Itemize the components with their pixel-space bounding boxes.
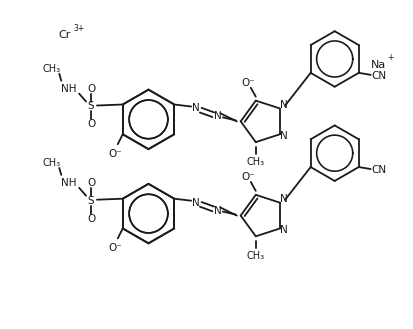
Text: N: N xyxy=(280,194,287,204)
Text: CH₃: CH₃ xyxy=(42,158,60,168)
Text: N: N xyxy=(280,131,287,141)
Text: CH₃: CH₃ xyxy=(246,157,264,167)
Text: NH: NH xyxy=(61,178,77,188)
Text: S: S xyxy=(88,101,94,112)
Text: N: N xyxy=(192,104,199,114)
Text: O: O xyxy=(87,214,95,223)
Text: O⁻: O⁻ xyxy=(108,149,121,159)
Text: CH₃: CH₃ xyxy=(246,251,264,261)
Text: CH₃: CH₃ xyxy=(42,64,60,74)
Text: N: N xyxy=(192,198,199,208)
Text: N: N xyxy=(214,112,221,121)
Text: N: N xyxy=(280,225,287,235)
Text: O⁻: O⁻ xyxy=(240,78,254,88)
Text: CN: CN xyxy=(370,71,385,81)
Text: O⁻: O⁻ xyxy=(240,172,254,182)
Text: O⁻: O⁻ xyxy=(108,243,121,253)
Text: +: + xyxy=(387,53,393,63)
Text: NH: NH xyxy=(61,84,77,94)
Text: CN: CN xyxy=(370,165,385,175)
Text: O: O xyxy=(87,84,95,94)
Text: O: O xyxy=(87,178,95,188)
Text: O: O xyxy=(87,119,95,129)
Text: N: N xyxy=(280,100,287,110)
Text: 3+: 3+ xyxy=(73,24,84,33)
Text: Na: Na xyxy=(370,60,385,70)
Text: N: N xyxy=(214,206,221,215)
Text: S: S xyxy=(88,196,94,206)
Text: Cr: Cr xyxy=(58,30,71,40)
